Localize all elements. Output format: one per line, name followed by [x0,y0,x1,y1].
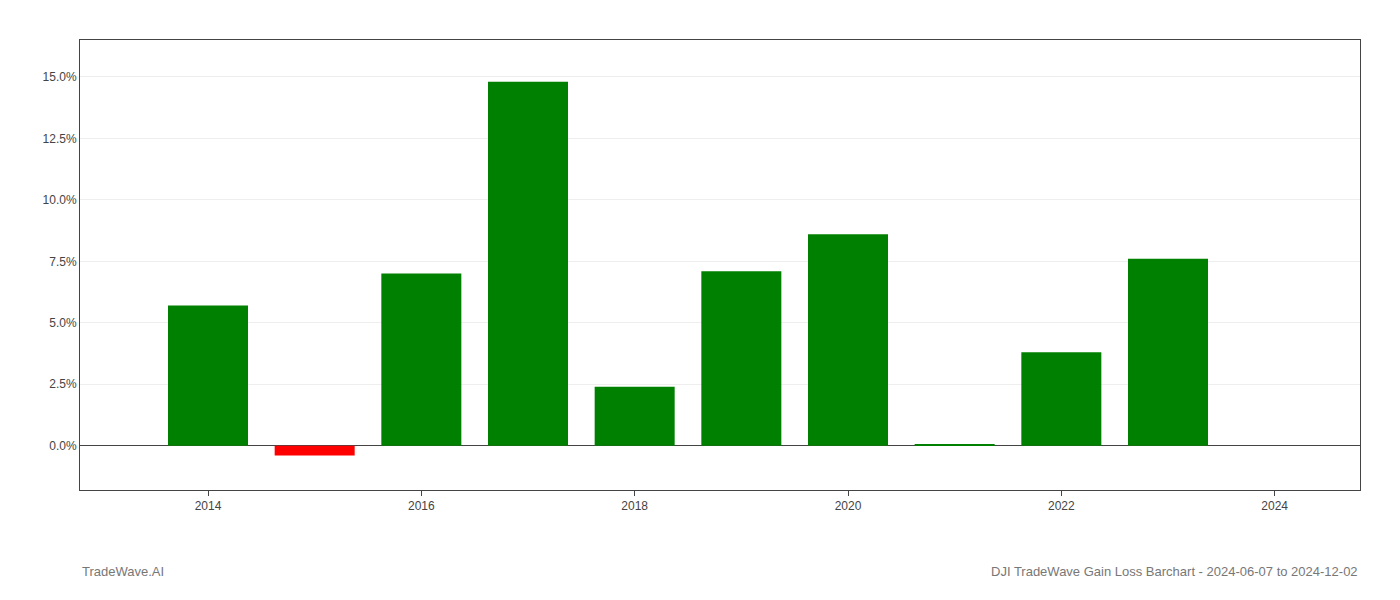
svg-text:2014: 2014 [195,499,222,513]
svg-text:2024: 2024 [1261,499,1288,513]
svg-text:DJI TradeWave Gain Loss Barcha: DJI TradeWave Gain Loss Barchart - 2024-… [991,564,1358,579]
svg-text:12.5%: 12.5% [43,132,77,146]
svg-text:2020: 2020 [835,499,862,513]
svg-text:0.0%: 0.0% [49,439,77,453]
svg-text:2016: 2016 [408,499,435,513]
svg-text:TradeWave.AI: TradeWave.AI [82,564,164,579]
svg-text:2018: 2018 [621,499,648,513]
svg-text:15.0%: 15.0% [43,70,77,84]
svg-text:5.0%: 5.0% [49,316,77,330]
svg-text:2022: 2022 [1048,499,1075,513]
svg-text:7.5%: 7.5% [49,255,77,269]
svg-text:10.0%: 10.0% [43,193,77,207]
svg-text:2.5%: 2.5% [49,377,77,391]
